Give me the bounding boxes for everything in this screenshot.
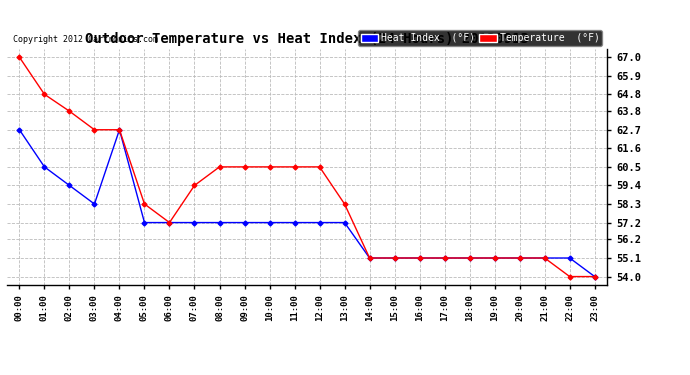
Legend: Heat Index  (°F), Temperature  (°F): Heat Index (°F), Temperature (°F) [358,30,602,46]
Text: Copyright 2012 Cartronics.com: Copyright 2012 Cartronics.com [13,35,158,44]
Title: Outdoor Temperature vs Heat Index (24 Hours) 20120913: Outdoor Temperature vs Heat Index (24 Ho… [85,32,529,46]
